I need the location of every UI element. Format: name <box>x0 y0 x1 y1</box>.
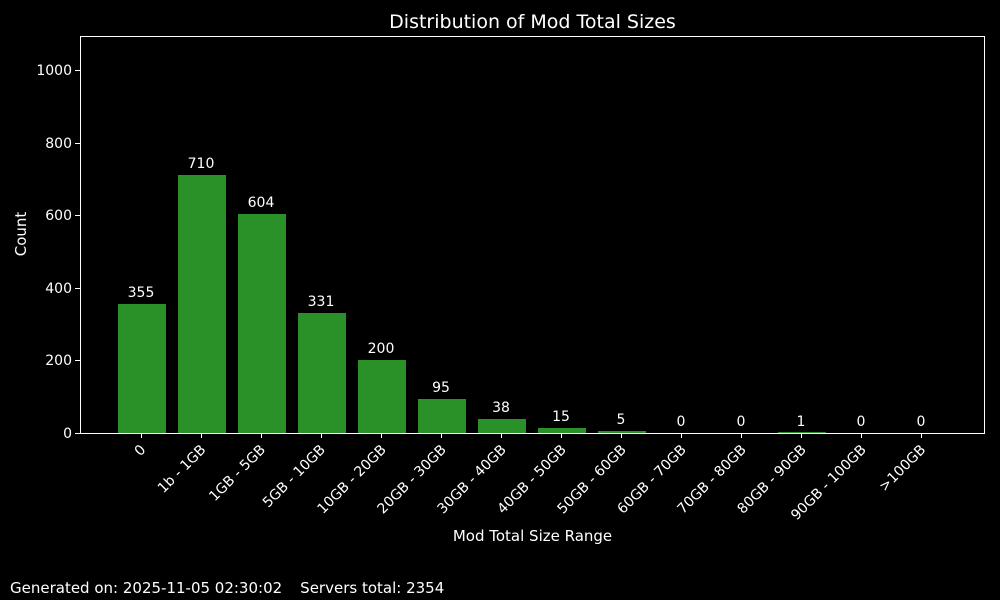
y-tick-mark <box>75 287 80 289</box>
chart-title: Distribution of Mod Total Sizes <box>389 11 676 33</box>
bar <box>538 428 586 433</box>
footer-generated-text: Generated on: 2025-11-05 02:30:02 <box>10 579 283 597</box>
x-tick-mark <box>261 434 262 438</box>
y-tick-mark <box>75 70 80 72</box>
footer: Generated on: 2025-11-05 02:30:02 Servers… <box>10 579 444 597</box>
bar-value-label: 355 <box>127 285 155 302</box>
x-axis-label: Mod Total Size Range <box>452 527 613 545</box>
bar <box>358 360 406 433</box>
x-tick-mark <box>141 434 142 438</box>
x-tick-mark <box>441 434 442 438</box>
bar-value-label: 200 <box>367 341 395 358</box>
x-tick-label: 1GB - 5GB <box>206 442 270 505</box>
x-tick-mark <box>621 434 622 438</box>
x-tick-mark <box>501 434 502 438</box>
x-tick-mark <box>381 434 382 438</box>
x-tick-label: 1b - 1GB <box>154 442 210 497</box>
y-tick-label: 800 <box>45 135 72 152</box>
y-tick-label: 0 <box>63 426 72 442</box>
x-tick-mark <box>801 434 802 438</box>
bar <box>238 214 286 433</box>
bar-value-label: 15 <box>552 408 570 425</box>
bar-value-label: 604 <box>247 194 275 211</box>
bar-value-label: 5 <box>616 412 626 429</box>
plot-area <box>80 36 985 434</box>
bar <box>418 399 466 433</box>
bar-value-label: 0 <box>916 414 926 430</box>
x-tick-mark <box>201 434 202 438</box>
bar-value-label: 1 <box>796 413 806 430</box>
bar <box>478 419 526 433</box>
y-tick-mark <box>75 215 80 217</box>
x-tick-mark <box>921 434 922 438</box>
x-tick-label: >100GB <box>876 442 930 495</box>
bar-value-label: 331 <box>307 293 335 310</box>
bar-value-label: 95 <box>432 379 450 396</box>
x-tick-mark <box>681 434 682 438</box>
y-tick-label: 600 <box>45 208 72 225</box>
bar-value-label: 38 <box>492 400 510 417</box>
y-tick-label: 400 <box>45 280 72 297</box>
x-tick-mark <box>861 434 862 438</box>
y-tick-label: 200 <box>45 353 72 370</box>
x-tick-mark <box>741 434 742 438</box>
bar <box>298 313 346 433</box>
bar <box>118 304 166 433</box>
footer-servers-total-text: Servers total: 2354 <box>300 579 445 597</box>
y-tick-label: 1000 <box>36 63 72 80</box>
bar-value-label: 0 <box>676 414 686 430</box>
bar-value-label: 0 <box>736 414 746 430</box>
x-tick-mark <box>321 434 322 438</box>
y-tick-mark <box>75 142 80 144</box>
bar-value-label: 710 <box>187 156 215 173</box>
x-tick-mark <box>561 434 562 438</box>
x-tick-label: 0 <box>131 442 150 460</box>
y-tick-mark <box>75 433 80 434</box>
bar-value-label: 0 <box>856 414 866 430</box>
bar <box>598 431 646 433</box>
bar <box>178 175 226 433</box>
bar <box>778 432 826 433</box>
y-tick-mark <box>75 360 80 362</box>
